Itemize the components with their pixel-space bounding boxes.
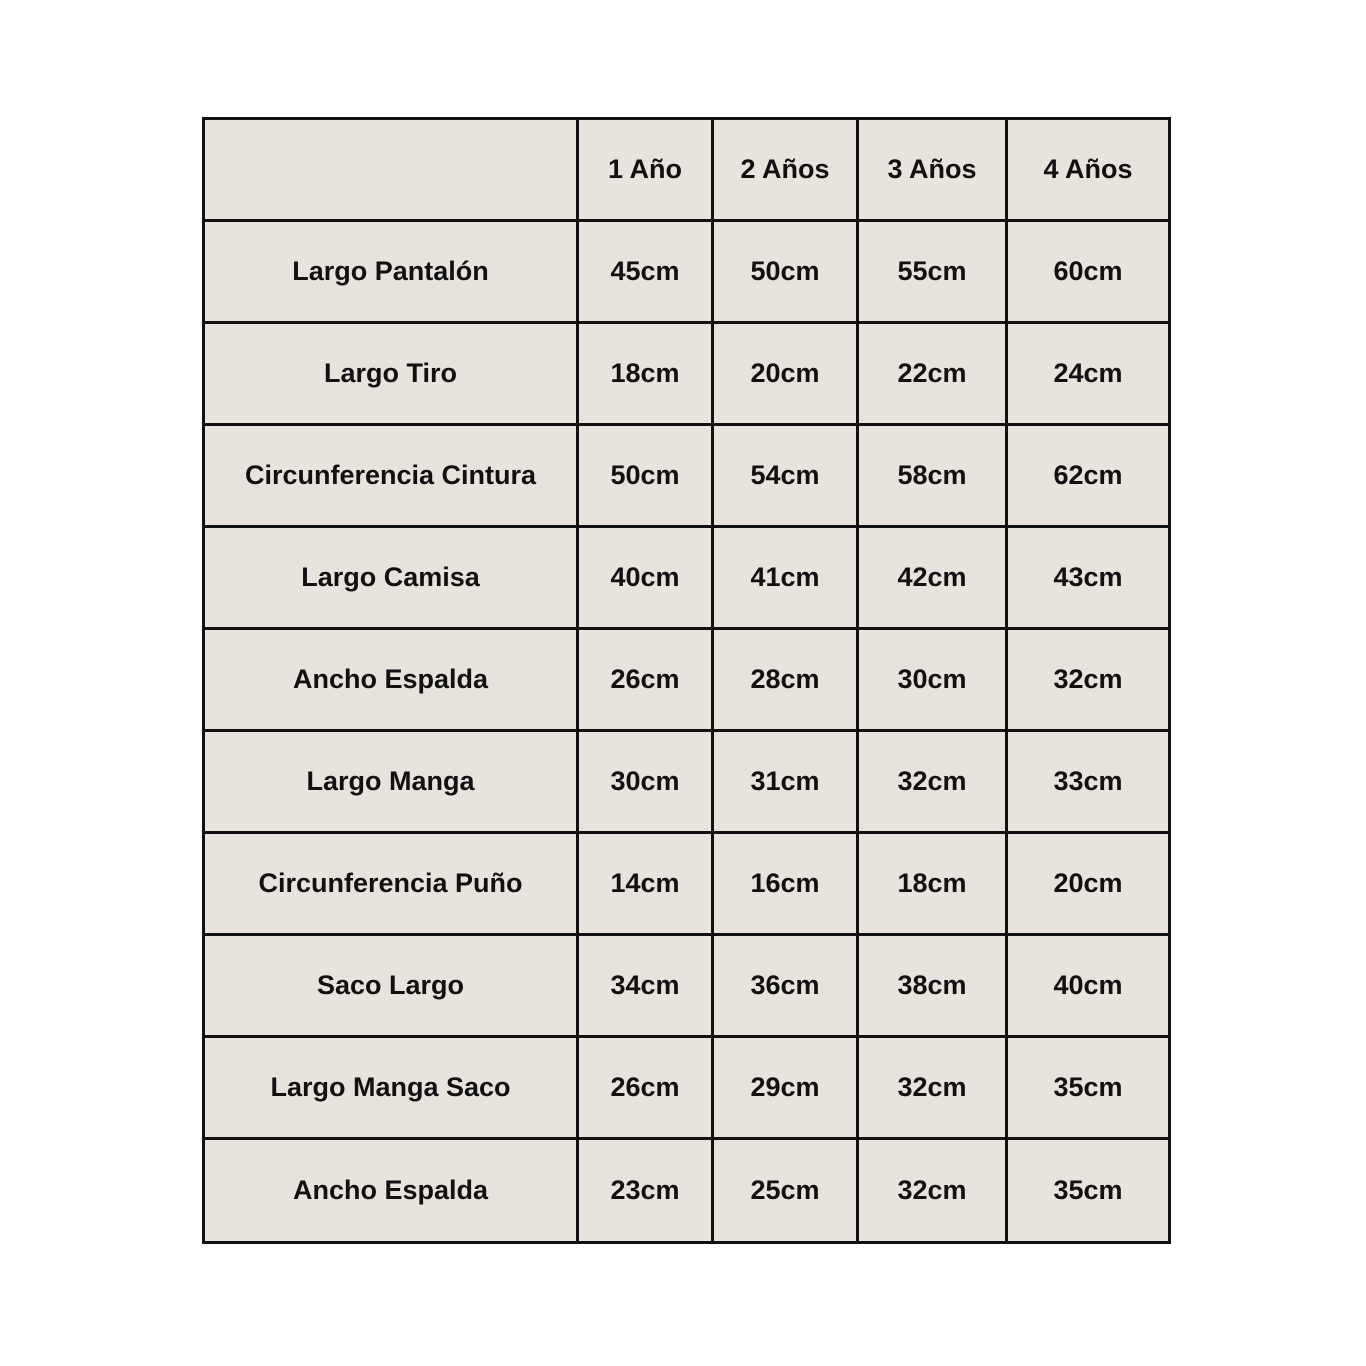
measurement-cell: 55cm — [856, 219, 1008, 324]
measurement-cell: 36cm — [711, 933, 859, 1038]
measurement-cell: 29cm — [711, 1035, 859, 1140]
measurement-cell: 18cm — [576, 321, 714, 426]
measurement-cell: 35cm — [1005, 1035, 1171, 1140]
measurement-cell: 50cm — [576, 423, 714, 528]
row-label: Circunferencia Cintura — [202, 423, 579, 528]
header-cell: 3 Años — [856, 117, 1008, 222]
table-row: Largo Manga Saco 26cm 29cm 32cm 35cm — [202, 1035, 1171, 1140]
header-row: 1 Año 2 Años 3 Años 4 Años — [202, 117, 1171, 222]
measurement-cell: 18cm — [856, 831, 1008, 936]
measurement-cell: 28cm — [711, 627, 859, 732]
table-row: Circunferencia Puño 14cm 16cm 18cm 20cm — [202, 831, 1171, 936]
measurement-cell: 62cm — [1005, 423, 1171, 528]
measurement-cell: 60cm — [1005, 219, 1171, 324]
header-cell: 1 Año — [576, 117, 714, 222]
measurement-cell: 34cm — [576, 933, 714, 1038]
row-label: Largo Pantalón — [202, 219, 579, 324]
measurement-cell: 38cm — [856, 933, 1008, 1038]
row-label: Ancho Espalda — [202, 1137, 579, 1244]
measurement-cell: 24cm — [1005, 321, 1171, 426]
measurement-cell: 16cm — [711, 831, 859, 936]
row-label: Circunferencia Puño — [202, 831, 579, 936]
measurement-cell: 32cm — [856, 1035, 1008, 1140]
measurement-cell: 30cm — [576, 729, 714, 834]
row-label: Largo Manga — [202, 729, 579, 834]
measurement-cell: 35cm — [1005, 1137, 1171, 1244]
measurement-cell: 26cm — [576, 627, 714, 732]
measurement-cell: 22cm — [856, 321, 1008, 426]
measurement-cell: 25cm — [711, 1137, 859, 1244]
measurement-cell: 50cm — [711, 219, 859, 324]
row-label: Largo Tiro — [202, 321, 579, 426]
table-row: Saco Largo 34cm 36cm 38cm 40cm — [202, 933, 1171, 1038]
row-label: Ancho Espalda — [202, 627, 579, 732]
measurement-cell: 20cm — [1005, 831, 1171, 936]
measurement-cell: 40cm — [1005, 933, 1171, 1038]
measurement-cell: 45cm — [576, 219, 714, 324]
measurement-cell: 32cm — [856, 1137, 1008, 1244]
measurement-cell: 40cm — [576, 525, 714, 630]
table-row: Ancho Espalda 26cm 28cm 30cm 32cm — [202, 627, 1171, 732]
table-row: Largo Manga 30cm 31cm 32cm 33cm — [202, 729, 1171, 834]
table-row: Circunferencia Cintura 50cm 54cm 58cm 62cm — [202, 423, 1171, 528]
row-label: Largo Camisa — [202, 525, 579, 630]
measurement-cell: 26cm — [576, 1035, 714, 1140]
measurement-cell: 20cm — [711, 321, 859, 426]
table-row: Ancho Espalda 23cm 25cm 32cm 35cm — [202, 1137, 1171, 1244]
measurement-cell: 43cm — [1005, 525, 1171, 630]
row-label: Largo Manga Saco — [202, 1035, 579, 1140]
measurement-cell: 14cm — [576, 831, 714, 936]
measurement-cell: 54cm — [711, 423, 859, 528]
measurement-cell: 58cm — [856, 423, 1008, 528]
measurement-cell: 42cm — [856, 525, 1008, 630]
table-row: Largo Tiro 18cm 20cm 22cm 24cm — [202, 321, 1171, 426]
measurement-cell: 23cm — [576, 1137, 714, 1244]
table-row: Largo Pantalón 45cm 50cm 55cm 60cm — [202, 219, 1171, 324]
measurement-cell: 33cm — [1005, 729, 1171, 834]
row-label: Saco Largo — [202, 933, 579, 1038]
measurement-cell: 30cm — [856, 627, 1008, 732]
measurement-cell: 41cm — [711, 525, 859, 630]
header-cell: 2 Años — [711, 117, 859, 222]
measurement-cell: 32cm — [1005, 627, 1171, 732]
measurement-cell: 32cm — [856, 729, 1008, 834]
header-cell: 4 Años — [1005, 117, 1171, 222]
table-row: Largo Camisa 40cm 41cm 42cm 43cm — [202, 525, 1171, 630]
size-chart-table: 1 Año 2 Años 3 Años 4 Años Largo Pantaló… — [202, 117, 1171, 1244]
header-cell — [202, 117, 579, 222]
measurement-cell: 31cm — [711, 729, 859, 834]
